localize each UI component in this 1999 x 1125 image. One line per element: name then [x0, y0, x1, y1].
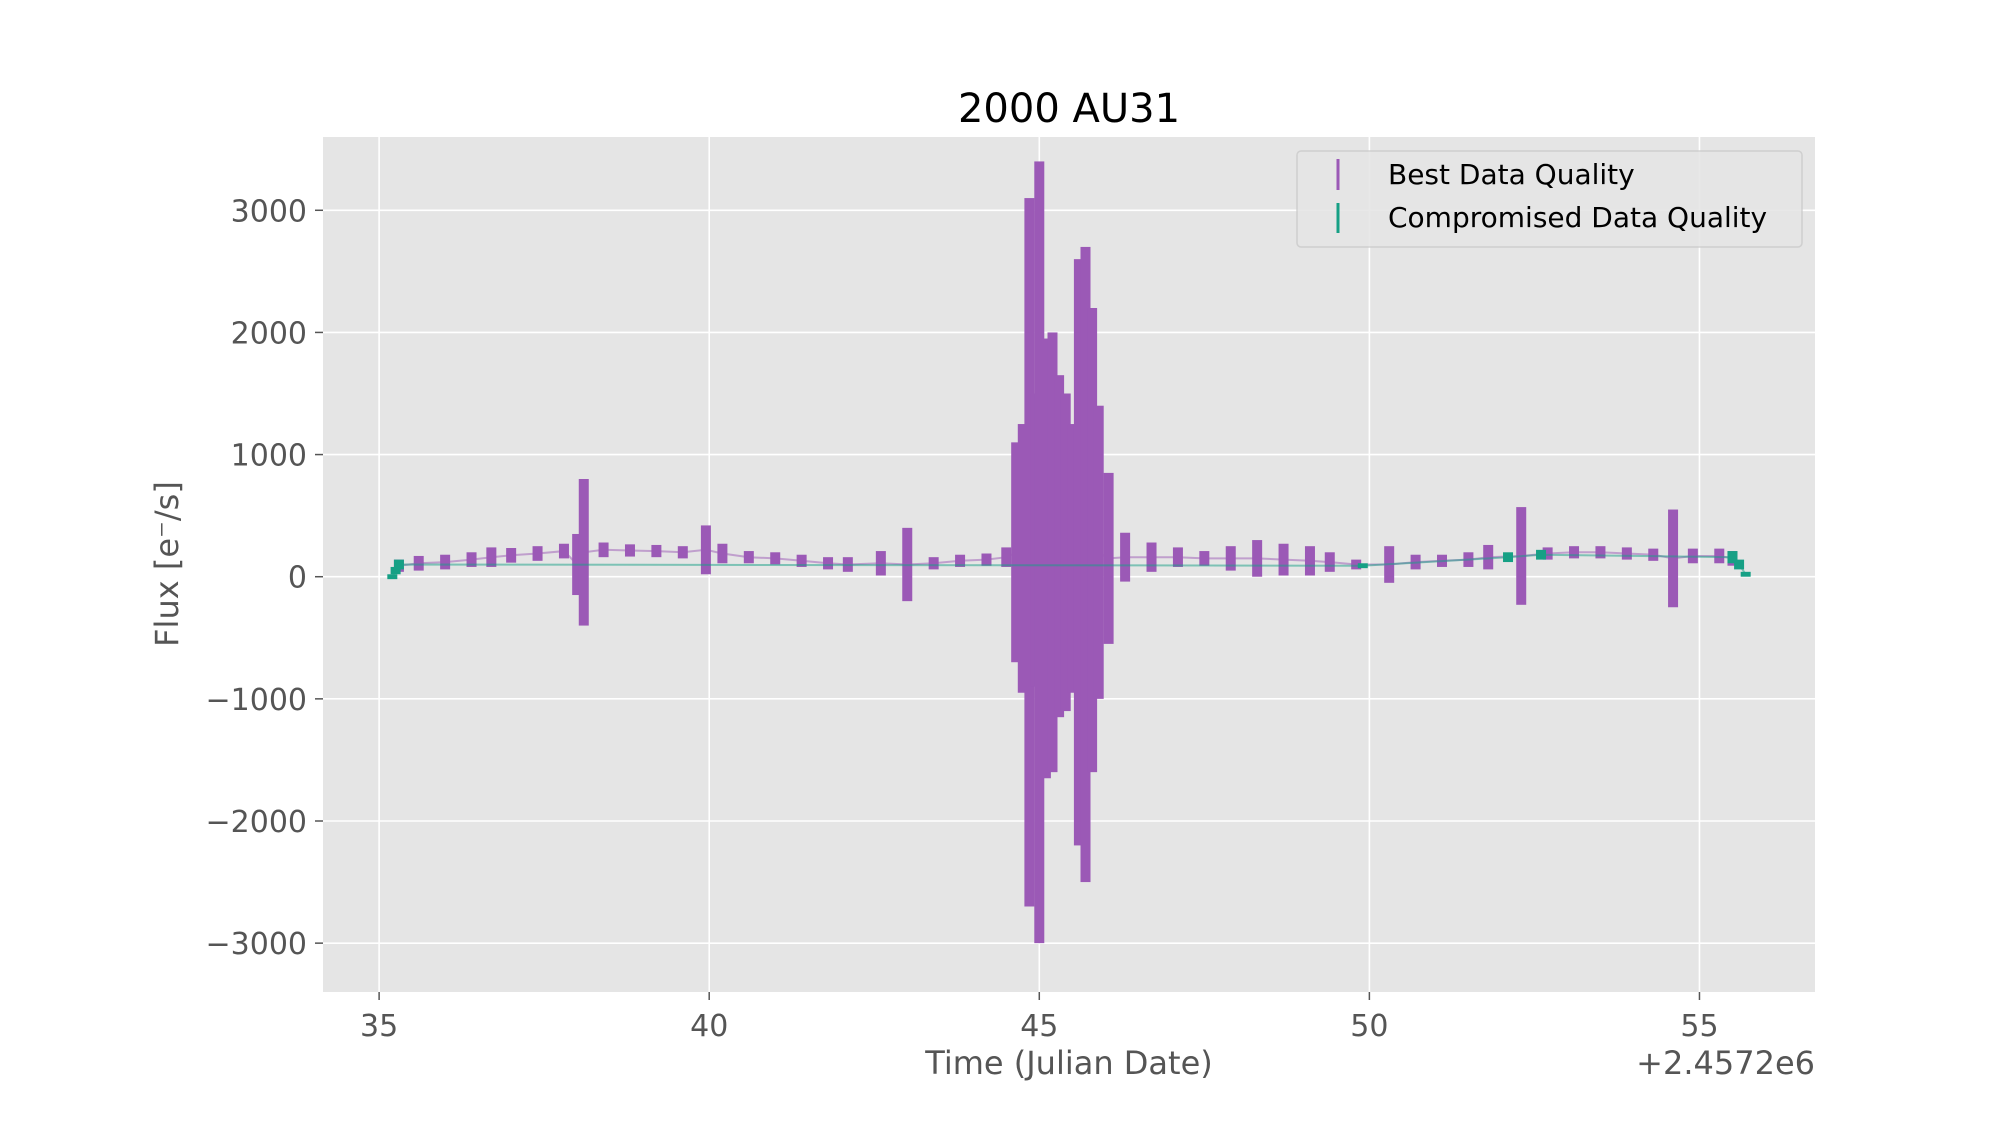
- best-quality-point: [677, 546, 688, 559]
- best-quality-point: [440, 554, 451, 570]
- x-tick-label: 50: [1350, 1009, 1388, 1044]
- compromised-quality-point: [393, 559, 404, 570]
- best-quality-point: [823, 557, 834, 570]
- best-quality-point: [1034, 161, 1045, 944]
- best-quality-point: [928, 557, 939, 570]
- x-tick-label: 45: [1020, 1009, 1058, 1044]
- y-tick-labels: −3000 −2000 −1000 0 1000 2000 3000: [206, 194, 307, 962]
- compromised-quality-point: [1727, 551, 1738, 564]
- compromised-quality-point: [387, 574, 398, 580]
- best-quality-point: [413, 555, 424, 571]
- compromised-quality-point: [390, 566, 401, 575]
- compromised-quality-point: [1536, 549, 1547, 560]
- best-quality-point: [486, 547, 497, 567]
- best-quality-point: [1120, 532, 1131, 582]
- best-quality-point: [1199, 551, 1210, 566]
- best-quality-point: [1324, 552, 1335, 572]
- best-quality-point: [1252, 540, 1263, 577]
- best-quality-point: [1024, 198, 1035, 907]
- best-quality-point: [1047, 332, 1058, 773]
- best-quality-point: [1714, 548, 1725, 564]
- best-quality-point: [700, 525, 711, 575]
- best-quality-point: [955, 554, 966, 567]
- y-tick-label: 2000: [231, 316, 307, 351]
- best-quality-point: [1172, 547, 1183, 567]
- y-tick-label: −3000: [206, 927, 307, 962]
- compromised-quality-point: [1357, 563, 1368, 569]
- best-quality-point: [1103, 472, 1114, 644]
- best-quality-point: [1040, 338, 1051, 779]
- best-quality-point: [1542, 547, 1553, 560]
- best-quality-point: [1067, 424, 1078, 693]
- best-quality-point: [1621, 547, 1632, 560]
- best-quality-point: [1073, 259, 1084, 846]
- legend: Best Data Quality Compromised Data Quali…: [1296, 150, 1803, 248]
- y-tick-label: 1000: [231, 439, 307, 474]
- best-quality-point: [743, 551, 754, 564]
- y-axis-label: Flux [e⁻/s]: [148, 481, 186, 647]
- best-quality-point: [1146, 542, 1157, 572]
- compromised-quality-point: [1503, 552, 1514, 563]
- best-quality-point: [624, 544, 635, 557]
- best-quality-point: [1017, 424, 1028, 693]
- best-quality-point: [1278, 543, 1289, 576]
- best-quality-point: [598, 542, 609, 558]
- y-tick-label: −2000: [206, 805, 307, 840]
- chart-title: 2000 AU31: [958, 86, 1180, 132]
- best-quality-point: [1648, 548, 1659, 561]
- x-offset-label: +2.4572e6: [1636, 1044, 1815, 1082]
- data-points: [387, 161, 1751, 944]
- best-quality-point: [506, 548, 517, 563]
- x-tick-label: 55: [1680, 1009, 1718, 1044]
- x-tick-label: 40: [690, 1009, 728, 1044]
- best-quality-point: [1087, 308, 1098, 773]
- x-tick-label: 35: [360, 1009, 398, 1044]
- best-quality-point: [532, 546, 543, 561]
- best-quality-point: [875, 551, 886, 576]
- best-quality-point: [1569, 546, 1580, 559]
- best-quality-point: [1060, 393, 1071, 712]
- best-quality-point: [1011, 442, 1022, 663]
- legend-box: [1296, 150, 1803, 248]
- x-axis-label: Time (Julian Date): [924, 1044, 1213, 1082]
- compromised-quality-point: [1734, 559, 1745, 570]
- best-quality-point: [1054, 375, 1065, 718]
- best-quality-point: [1668, 509, 1679, 608]
- legend-label-best: Best Data Quality: [1388, 158, 1635, 191]
- compromised-quality-point: [1740, 571, 1751, 577]
- x-tick-labels: 35 40 45 50 55: [360, 1009, 1719, 1044]
- best-quality-point: [1001, 547, 1012, 567]
- best-quality-point: [796, 554, 807, 567]
- best-quality-point: [717, 543, 728, 564]
- best-quality-point: [981, 553, 992, 566]
- best-quality-point: [1093, 405, 1104, 699]
- best-quality-point: [1483, 544, 1494, 570]
- best-quality-point: [578, 479, 589, 626]
- best-quality-point: [1304, 546, 1315, 576]
- y-tick-label: 3000: [231, 194, 307, 229]
- best-quality-point: [466, 552, 477, 567]
- y-tick-label: 0: [288, 561, 307, 596]
- best-quality-point: [770, 552, 781, 565]
- legend-label-compromised: Compromised Data Quality: [1388, 201, 1767, 234]
- best-quality-point: [1595, 546, 1606, 559]
- best-quality-point: [651, 544, 662, 558]
- best-quality-point: [558, 543, 569, 559]
- best-quality-point: [1225, 546, 1236, 571]
- best-quality-point: [1351, 559, 1362, 570]
- y-tick-label: −1000: [206, 683, 307, 718]
